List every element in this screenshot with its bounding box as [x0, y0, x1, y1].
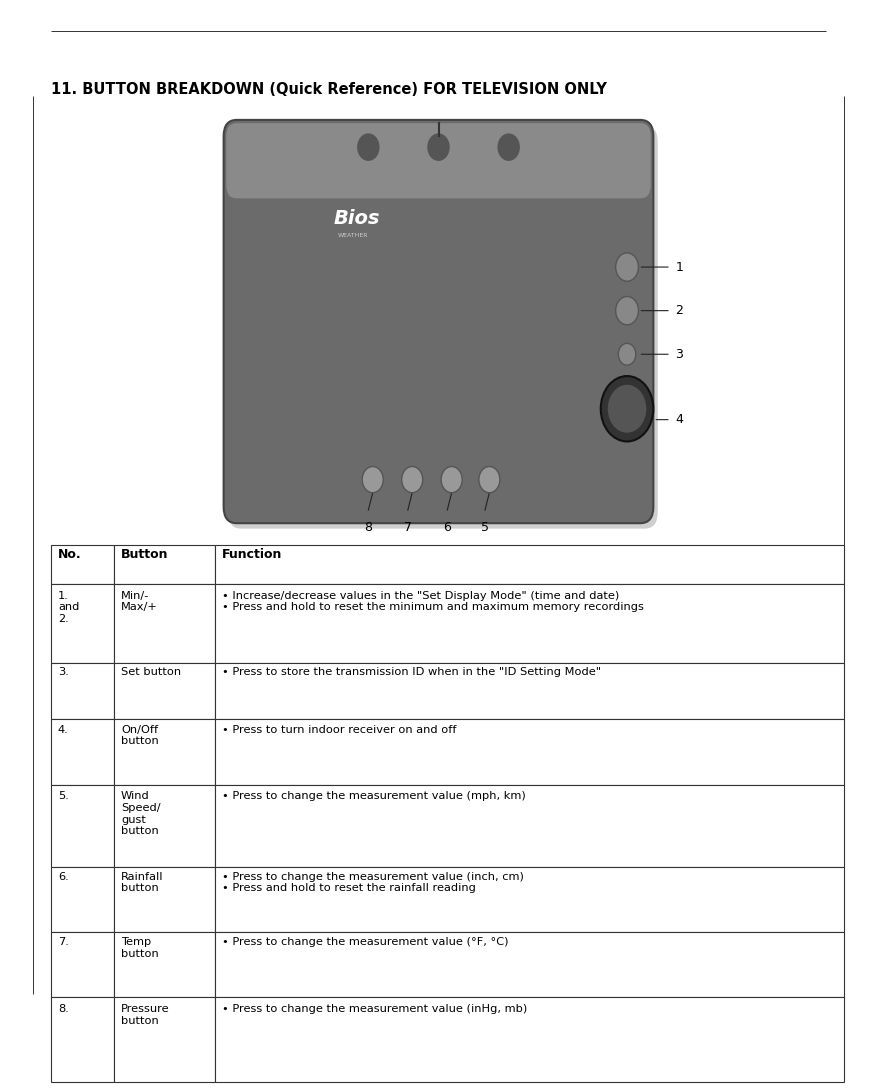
Circle shape	[402, 467, 423, 493]
Bar	[51, 719, 114, 785]
Bar	[114, 719, 215, 785]
Text: • Press to change the measurement value (inHg, mb): • Press to change the measurement value …	[222, 1004, 527, 1014]
Circle shape	[616, 296, 638, 325]
Bar	[51, 545, 114, 584]
Text: Pressure
button: Pressure button	[121, 1004, 169, 1026]
Text: Temp
button: Temp button	[121, 937, 159, 959]
Text: 7.: 7.	[58, 937, 68, 947]
Bar	[51, 932, 114, 997]
Text: 6: 6	[444, 521, 451, 534]
Text: • Press to change the measurement value (°F, °C): • Press to change the measurement value …	[222, 937, 509, 947]
Bar	[215, 932, 844, 997]
Text: Bios: Bios	[333, 208, 380, 228]
Circle shape	[601, 376, 653, 441]
Circle shape	[428, 134, 449, 160]
Text: 6.: 6.	[58, 872, 68, 882]
Circle shape	[358, 134, 379, 160]
Text: 10: 10	[54, 1031, 70, 1044]
Bar	[51, 663, 114, 719]
Text: 2: 2	[675, 304, 683, 317]
FancyBboxPatch shape	[226, 123, 651, 198]
Bar	[114, 997, 215, 1082]
Text: 5.: 5.	[58, 791, 68, 801]
Text: 3.: 3.	[58, 667, 68, 677]
Circle shape	[441, 467, 462, 493]
Bar	[215, 997, 844, 1082]
Text: • Press to change the measurement value (mph, km): • Press to change the measurement value …	[222, 791, 525, 801]
Text: 7: 7	[403, 521, 412, 534]
Text: Min/-
Max/+: Min/- Max/+	[121, 591, 158, 613]
Text: • Increase/decrease values in the "Set Display Mode" (time and date)
• Press and: • Increase/decrease values in the "Set D…	[222, 591, 644, 613]
Circle shape	[608, 385, 646, 433]
Text: • Press to change the measurement value (inch, cm)
• Press and hold to reset the: • Press to change the measurement value …	[222, 872, 524, 894]
Text: Button: Button	[121, 548, 168, 561]
Bar	[114, 545, 215, 584]
Text: 4: 4	[675, 413, 683, 426]
Text: 3: 3	[675, 348, 683, 361]
Text: 4.: 4.	[58, 725, 68, 735]
Text: • Press to store the transmission ID when in the "ID Setting Mode": • Press to store the transmission ID whe…	[222, 667, 601, 677]
Bar	[51, 867, 114, 932]
Bar	[51, 997, 114, 1082]
Text: Function: Function	[222, 548, 282, 561]
Circle shape	[362, 467, 383, 493]
Bar	[215, 545, 844, 584]
Bar	[114, 584, 215, 663]
Text: Set button: Set button	[121, 667, 182, 677]
Bar	[215, 719, 844, 785]
Text: No.: No.	[58, 548, 82, 561]
Bar	[51, 584, 114, 663]
FancyBboxPatch shape	[228, 125, 658, 529]
Bar	[114, 785, 215, 867]
Bar	[215, 584, 844, 663]
Text: 1: 1	[675, 261, 683, 274]
Bar	[114, 663, 215, 719]
Circle shape	[616, 253, 638, 281]
Circle shape	[479, 467, 500, 493]
Text: WEATHER: WEATHER	[338, 233, 368, 238]
Circle shape	[498, 134, 519, 160]
Text: 8: 8	[364, 521, 373, 534]
Text: 5: 5	[481, 521, 489, 534]
Text: On/Off
button: On/Off button	[121, 725, 159, 747]
Bar	[51, 785, 114, 867]
Bar	[114, 867, 215, 932]
Text: 1.
and
2.: 1. and 2.	[58, 591, 79, 623]
Bar	[215, 663, 844, 719]
Bar	[215, 785, 844, 867]
Text: • Press to turn indoor receiver on and off: • Press to turn indoor receiver on and o…	[222, 725, 456, 735]
Circle shape	[618, 343, 636, 365]
Text: Rainfall
button: Rainfall button	[121, 872, 163, 894]
Text: 11. BUTTON BREAKDOWN (Quick Reference) FOR TELEVISION ONLY: 11. BUTTON BREAKDOWN (Quick Reference) F…	[51, 82, 607, 97]
FancyBboxPatch shape	[224, 120, 653, 523]
Text: Wind
Speed/
gust
button: Wind Speed/ gust button	[121, 791, 160, 836]
Bar	[114, 932, 215, 997]
Text: 8.: 8.	[58, 1004, 68, 1014]
Bar	[215, 867, 844, 932]
